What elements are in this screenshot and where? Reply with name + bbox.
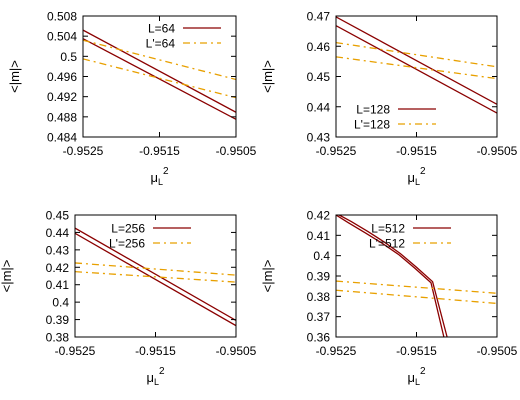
x-tick-label: -0.9515 <box>396 344 437 358</box>
y-tick-label: 0.46 <box>307 40 331 54</box>
series-line-1-1 <box>338 215 448 337</box>
chart-panel-3: 0.38 0.39 0.4 0.41 0.42 0.43 0.44 0.45 -0.9525 -0… <box>0 209 257 388</box>
legend-label-2: L'=256 <box>109 237 145 251</box>
x-tick-label: -0.9505 <box>477 344 518 358</box>
y-tick-label: 0.504 <box>47 30 77 44</box>
y-tick-label: 0.42 <box>307 209 331 223</box>
y-tick-label: 0.37 <box>307 310 331 324</box>
legend-label-1: L=256 <box>111 222 145 236</box>
y-tick-label: 0.5 <box>60 50 77 64</box>
chart-panel-2: 0.43 0.44 0.45 0.46 0.47 -0.9525 -0.9515 -0.950… <box>260 10 518 188</box>
legend-label-2: L'=64 <box>146 37 176 51</box>
series-group <box>336 215 497 337</box>
y-tick-label: 0.41 <box>46 278 70 292</box>
chart-panel-4: 0.36 0.37 0.38 0.39 0.4 0.41 0.42 -0.9525 -0.951… <box>260 209 518 388</box>
y-tick-label: 0.43 <box>46 243 70 257</box>
series-line-2-2 <box>336 289 497 305</box>
y-tick-label: 0.484 <box>47 131 77 145</box>
series-line-1-2 <box>75 232 236 327</box>
legend-label-1: L=128 <box>356 103 390 117</box>
y-tick-label: 0.39 <box>46 313 70 327</box>
x-tick-label: -0.9505 <box>216 144 257 158</box>
y-tick-label: 0.496 <box>47 70 77 84</box>
x-axis-label: μL2 <box>407 366 426 387</box>
legend-label-2: L'=128 <box>354 118 390 132</box>
series-line-1-1 <box>75 227 236 322</box>
series-line-2-2 <box>83 58 236 99</box>
series-line-1-2 <box>336 25 497 114</box>
legend-label-1: L=64 <box>148 22 175 36</box>
x-tick-label: -0.9515 <box>135 344 176 358</box>
series-line-2-1 <box>336 280 497 294</box>
series-line-2-1 <box>75 262 236 276</box>
series-line-1-2 <box>83 38 236 120</box>
legend-label-2: L'=512 <box>369 237 405 251</box>
y-axis-label: <|m|> <box>260 260 275 293</box>
x-tick-label: -0.9525 <box>316 144 357 158</box>
series-line-1-1 <box>336 16 497 105</box>
y-tick-label: 0.36 <box>307 331 331 345</box>
y-tick-label: 0.39 <box>307 270 331 284</box>
legend-label-1: L=512 <box>371 222 405 236</box>
y-tick-label: 0.45 <box>46 209 70 223</box>
x-tick-label: -0.9525 <box>63 144 104 158</box>
series-group <box>83 29 236 120</box>
series-line-1-2 <box>336 215 445 337</box>
x-tick-label: -0.9525 <box>55 344 96 358</box>
y-tick-label: 0.47 <box>307 10 331 24</box>
y-tick-label: 0.42 <box>46 261 70 275</box>
y-tick-label: 0.43 <box>307 131 331 145</box>
y-tick-label: 0.38 <box>307 290 331 304</box>
x-axis-label: μL2 <box>407 166 426 187</box>
y-tick-label: 0.38 <box>46 331 70 345</box>
x-tick-label: -0.9525 <box>316 344 357 358</box>
plot-frame <box>74 214 237 338</box>
x-tick-label: -0.9505 <box>477 144 518 158</box>
y-tick-label: 0.44 <box>307 100 331 114</box>
y-axis-label: <|m|> <box>260 60 275 93</box>
y-tick-label: 0.492 <box>47 90 77 104</box>
y-tick-label: 0.45 <box>307 70 331 84</box>
series-group <box>75 227 236 327</box>
y-tick-label: 0.44 <box>46 226 70 240</box>
x-axis-label: μL2 <box>146 366 165 387</box>
x-tick-label: -0.9505 <box>216 344 257 358</box>
plot-frame <box>335 214 498 338</box>
y-axis-label: <|m|> <box>7 60 22 93</box>
y-tick-label: 0.41 <box>307 229 331 243</box>
x-axis-label: μL2 <box>150 166 169 187</box>
series-line-1-1 <box>83 29 236 113</box>
series-group <box>336 16 497 114</box>
chart-panel-1: 0.484 0.488 0.492 0.496 0.5 0.504 0.508 -0.9525… <box>7 10 257 188</box>
y-tick-label: 0.488 <box>47 110 77 124</box>
series-line-2-1 <box>83 39 236 81</box>
series-line-2-2 <box>75 270 236 283</box>
series-line-2-1 <box>336 41 497 68</box>
y-tick-label: 0.508 <box>47 10 77 24</box>
y-tick-label: 0.4 <box>52 296 69 310</box>
y-tick-label: 0.4 <box>313 249 330 263</box>
y-axis-label: <|m|> <box>0 260 14 293</box>
x-tick-label: -0.9515 <box>396 144 437 158</box>
x-tick-label: -0.9515 <box>139 144 180 158</box>
